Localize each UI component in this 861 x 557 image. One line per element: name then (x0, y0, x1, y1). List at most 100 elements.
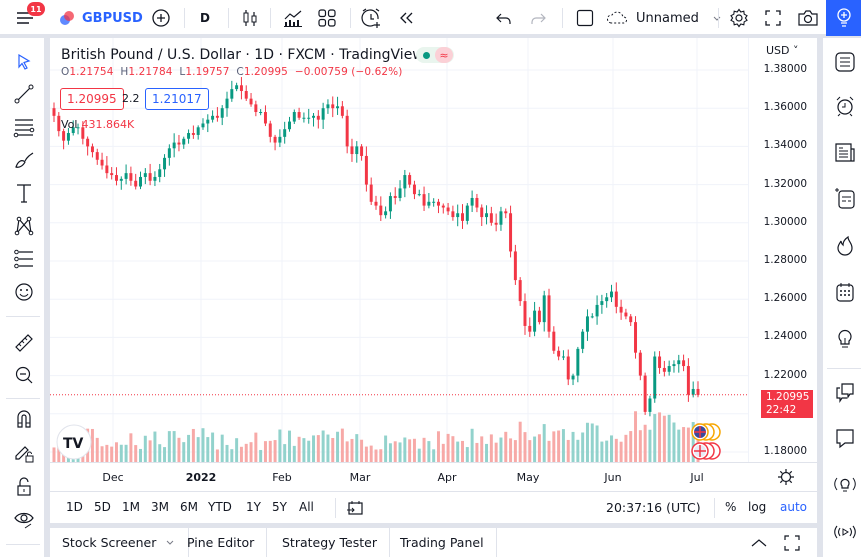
right-sidebar (820, 38, 861, 557)
ideas-stream-button[interactable] (829, 322, 861, 354)
sell-button[interactable]: 1.20995 (60, 88, 124, 110)
price-axis[interactable]: 1.38000 1.36000 1.34000 1.32000 1.30000 1.280… (748, 38, 817, 462)
chevron-up-icon[interactable] (750, 537, 768, 549)
eye-icon (14, 512, 34, 529)
tab-trading-panel[interactable]: Trading Panel (388, 528, 497, 557)
calendar-icon (836, 283, 854, 302)
select-mode-button[interactable] (572, 0, 598, 36)
tab-pine-editor[interactable]: Pine Editor (175, 528, 268, 557)
fib-retracement-icon (13, 119, 35, 138)
range-5d[interactable]: 5D (94, 500, 111, 514)
price-tick-label: 1.26000 (763, 292, 807, 305)
goto-date-icon[interactable] (346, 500, 364, 516)
symbol-search-button[interactable]: GBPUSD (58, 0, 143, 36)
stream-play-icon (834, 525, 856, 539)
top-toolbar: 11 GBPUSD D Unnamed (0, 0, 861, 36)
flag-pair-icon (60, 11, 74, 25)
indicators-button[interactable] (280, 0, 306, 36)
magnet-tool[interactable] (8, 404, 40, 434)
data-window-button[interactable] (829, 182, 861, 214)
range-6m[interactable]: 6M (180, 500, 198, 514)
replay-icon (400, 12, 413, 24)
alarm-clock-icon (836, 96, 854, 117)
ideas-streams-button[interactable] (829, 468, 861, 500)
trend-line-tool[interactable] (8, 79, 40, 109)
price-tick-label: 1.18000 (763, 445, 807, 457)
last-price-label: 1.20995 22:42 (761, 390, 813, 418)
lock-drawings-tool[interactable] (8, 438, 40, 468)
range-1m[interactable]: 1M (122, 500, 140, 514)
price-tick-label: 1.36000 (763, 101, 807, 114)
pattern-tool[interactable] (8, 211, 40, 241)
pencil-lock-icon (15, 446, 34, 463)
price-tick-label: 1.28000 (763, 254, 807, 266)
snapshot-button[interactable] (794, 0, 822, 36)
settings-button[interactable] (726, 0, 752, 36)
time-axis[interactable]: Dec 2022 Feb Mar Apr May Jun Jul (50, 462, 817, 491)
undo-button[interactable] (492, 0, 516, 36)
range-3m[interactable]: 3M (151, 500, 169, 514)
currency-selector[interactable]: USD ˅ (766, 44, 799, 57)
brush-tool[interactable] (8, 145, 40, 175)
redo-button[interactable] (526, 0, 550, 36)
range-ytd[interactable]: YTD (208, 500, 232, 514)
streams-button[interactable] (829, 516, 861, 548)
market-open-dot (423, 51, 430, 59)
calendar-button[interactable] (829, 276, 861, 308)
chart-pane[interactable]: TV British Pound / U.S. Dollar · 1D · FX… (50, 38, 817, 491)
fullscreen-button[interactable] (760, 0, 786, 36)
layout-name-dropdown[interactable]: Unnamed (606, 0, 723, 36)
watchlist-icon (835, 52, 855, 72)
cursor-tool[interactable] (8, 47, 40, 77)
log-scale-toggle[interactable]: log (748, 500, 767, 514)
private-chat-button[interactable] (829, 422, 861, 454)
lock-all-tool[interactable] (8, 472, 40, 502)
text-tool[interactable] (8, 178, 40, 208)
alert-button[interactable] (358, 0, 384, 36)
fib-tool[interactable] (8, 112, 40, 142)
hotlists-button[interactable] (829, 230, 861, 262)
compare-button[interactable] (148, 0, 174, 36)
price-tick-label: 1.38000 (763, 63, 807, 75)
market-status-pill[interactable]: ≈ (416, 47, 454, 63)
data-delay-icon: ≈ (435, 47, 453, 63)
icon-tool[interactable] (8, 277, 40, 307)
hide-drawings-tool[interactable] (8, 504, 40, 534)
measure-tool[interactable] (8, 328, 40, 358)
auto-scale-toggle[interactable]: auto (780, 500, 808, 514)
settings-icon[interactable] (777, 468, 795, 486)
zoom-tool[interactable] (8, 360, 40, 390)
time-tick-label: 2022 (185, 471, 217, 484)
chevron-down-icon (167, 540, 174, 545)
ruler-icon (15, 334, 33, 352)
range-1d[interactable]: 1D (66, 500, 83, 514)
tradingview-logo[interactable]: TV (56, 424, 92, 460)
interval-button[interactable]: D (200, 11, 210, 25)
emoji-icon (15, 283, 33, 301)
range-all[interactable]: All (299, 500, 314, 514)
tab-strategy-tester[interactable]: Strategy Tester (270, 528, 390, 557)
replay-button[interactable] (394, 0, 418, 36)
layouts-button[interactable] (314, 0, 340, 36)
undo-icon (496, 13, 511, 24)
buy-button[interactable]: 1.21017 (145, 88, 209, 110)
time-tick-label: Mar (349, 471, 371, 484)
publish-idea-button[interactable] (826, 0, 861, 36)
candles-icon (243, 10, 257, 26)
prediction-tool[interactable] (8, 244, 40, 274)
watchlist-button[interactable] (829, 46, 861, 78)
unlock-icon (17, 477, 31, 496)
tab-stock-screener[interactable]: Stock Screener (50, 528, 190, 557)
symbol-label: GBPUSD (82, 10, 143, 26)
maximize-panel-icon[interactable] (783, 534, 801, 552)
percent-scale-toggle[interactable]: % (725, 500, 737, 514)
camera-icon (798, 10, 818, 26)
news-button[interactable] (829, 136, 861, 168)
clock-utc[interactable]: 20:37:16 (UTC) (606, 500, 701, 515)
alerts-button[interactable] (829, 90, 861, 122)
range-5y[interactable]: 5Y (272, 500, 287, 514)
svg-text:TV: TV (63, 436, 84, 452)
range-1y[interactable]: 1Y (246, 500, 261, 514)
chats-button[interactable] (829, 376, 861, 408)
chart-type-button[interactable] (238, 0, 262, 36)
